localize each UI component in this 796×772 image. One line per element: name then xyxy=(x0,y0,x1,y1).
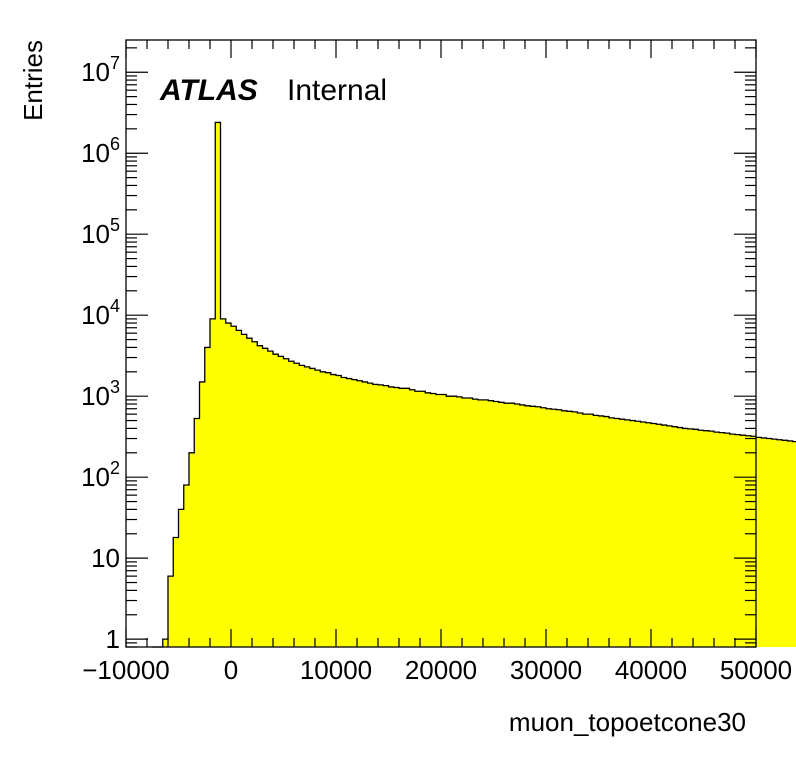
y-tick-label: 103 xyxy=(81,377,120,411)
y-tick-label: 1 xyxy=(106,624,120,654)
histogram-fill xyxy=(152,122,796,647)
x-tick-label: −10000 xyxy=(82,655,169,685)
x-tick-labels: −10000 0 10000 20000 30000 40000 50000 xyxy=(82,655,792,685)
y-tick-label: 106 xyxy=(81,134,120,168)
x-tick-label: 10000 xyxy=(300,655,372,685)
atlas-label: ATLAS xyxy=(159,74,258,107)
histogram-outline xyxy=(152,121,796,648)
y-tick-label: 107 xyxy=(81,53,120,87)
x-tick-label: 30000 xyxy=(510,655,582,685)
x-axis-title: muon_topoetcone30 xyxy=(509,707,746,737)
status-label: Internal xyxy=(287,74,387,107)
y-axis-title: Entries xyxy=(18,40,48,121)
y-tick-labels: 1 10 102 103 104 105 106 107 xyxy=(81,53,120,654)
x-tick-label: 0 xyxy=(224,655,238,685)
plot-frame xyxy=(125,39,757,648)
axis-ticks xyxy=(125,40,757,648)
x-tick-label: 40000 xyxy=(615,655,687,685)
x-tick-label: 20000 xyxy=(405,655,477,685)
y-tick-label: 105 xyxy=(81,215,120,249)
y-tick-label: 10 xyxy=(91,543,120,573)
y-tick-label: 102 xyxy=(81,458,120,492)
plot-area xyxy=(152,121,796,648)
x-tick-label: 50000 xyxy=(720,655,792,685)
y-tick-label: 104 xyxy=(81,296,120,330)
